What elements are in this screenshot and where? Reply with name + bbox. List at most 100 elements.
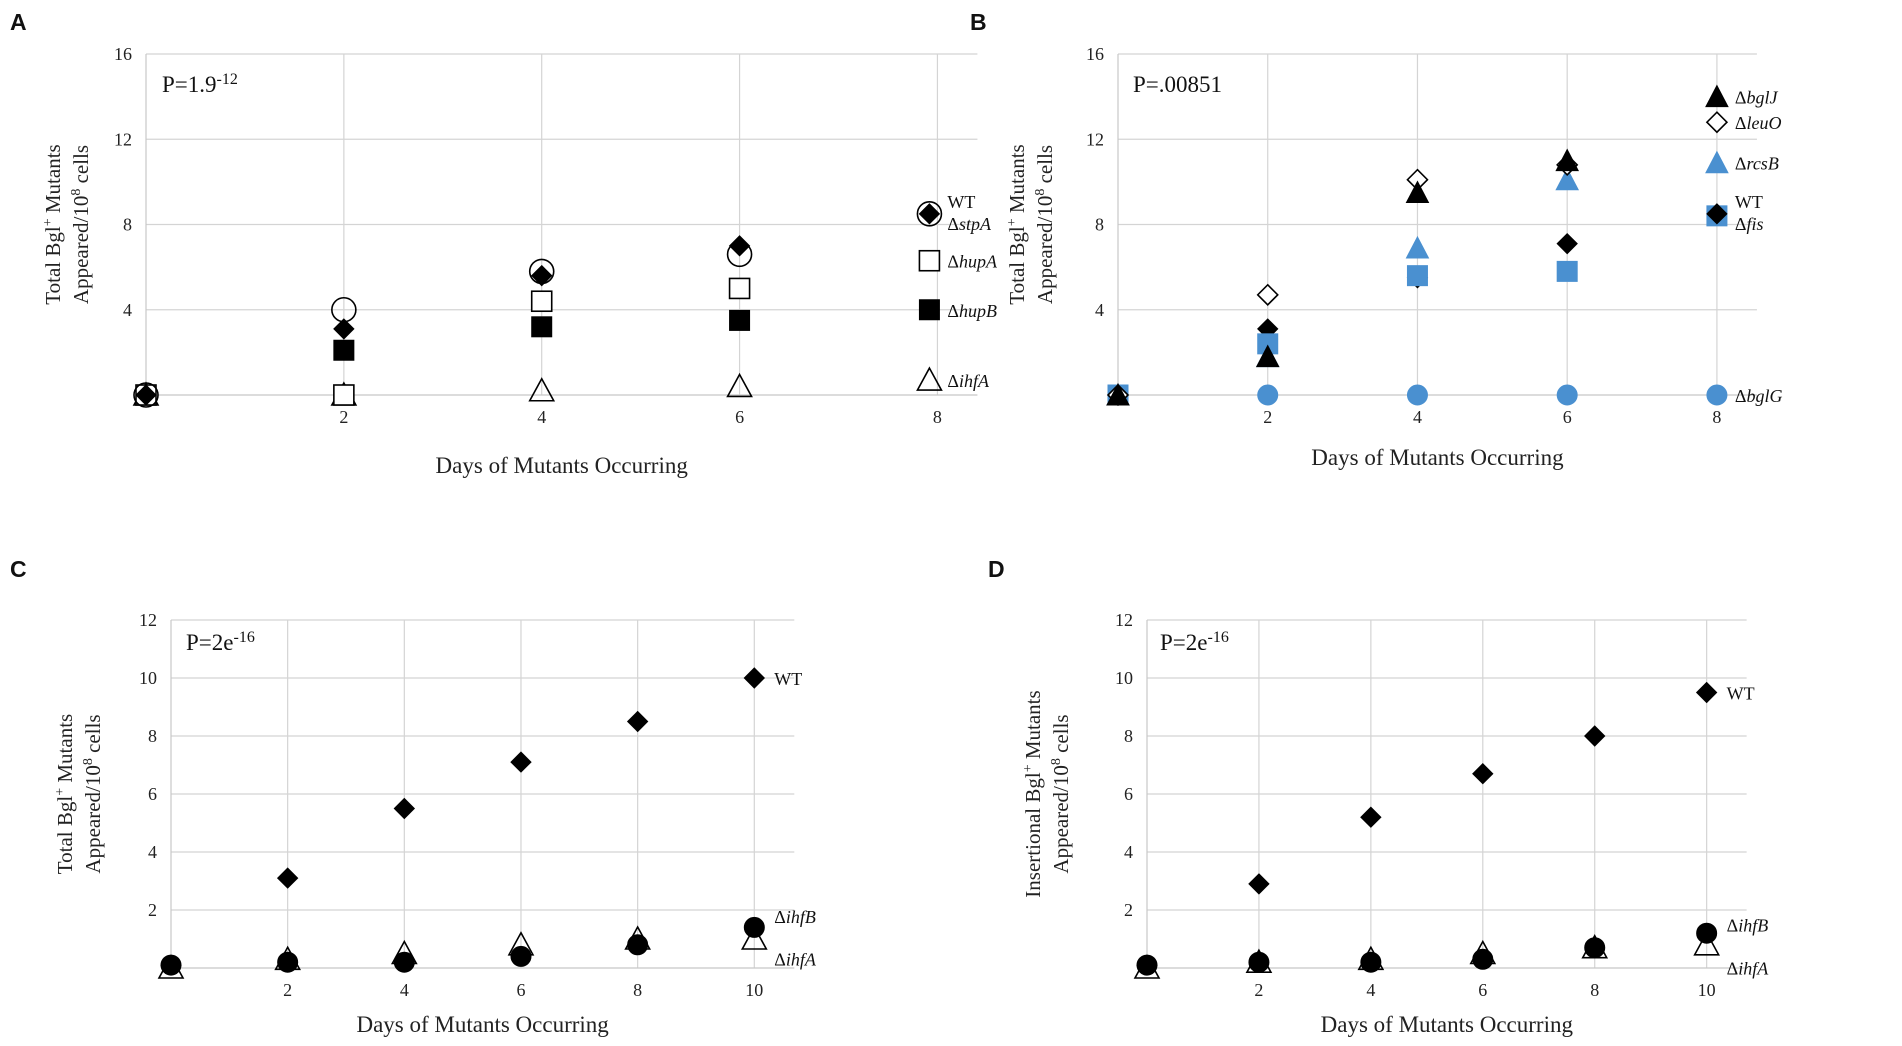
x-axis-title: Days of Mutants Occurring xyxy=(356,1012,609,1037)
x-axis-title: Days of Mutants Occurring xyxy=(1321,1012,1574,1037)
x-axis-title: Days of Mutants Occurring xyxy=(1311,445,1564,470)
x-tick-label: 2 xyxy=(1263,407,1272,427)
data-point xyxy=(1584,725,1606,747)
x-tick-label: 8 xyxy=(1590,980,1599,1000)
series-WT xyxy=(1107,232,1578,406)
data-point xyxy=(530,290,553,313)
legend-marker xyxy=(1705,150,1729,174)
panel-letter: A xyxy=(10,9,27,35)
legend-entry: ΔihfB xyxy=(1727,916,1769,936)
series-ΔihfB xyxy=(1136,922,1718,976)
data-point xyxy=(333,384,355,406)
legend-entry: ΔbglG xyxy=(1706,384,1783,406)
data-point xyxy=(626,710,649,733)
legend-marker xyxy=(1706,203,1728,225)
data-point xyxy=(1360,951,1382,973)
y-tick-label: 8 xyxy=(148,726,157,746)
x-tick-label: 8 xyxy=(633,980,642,1000)
series-ΔhupA xyxy=(135,277,751,406)
y-axis-title-line2: Appeared/108 cells xyxy=(69,145,93,304)
data-point xyxy=(160,954,182,976)
data-point xyxy=(627,934,649,956)
series-ΔihfB xyxy=(160,916,765,976)
legend-label: WT xyxy=(1735,192,1763,212)
series-Δfis xyxy=(1107,260,1578,406)
p-value: P=.00851 xyxy=(1133,72,1222,97)
y-axis-title-line1: Total Bgl+ Mutants xyxy=(53,714,77,874)
legend-entry: ΔbglJ xyxy=(1705,84,1779,108)
panel-letter: B xyxy=(970,9,987,35)
series-WT xyxy=(1136,681,1718,976)
y-axis-title-line1: Total Bgl+ Mutants xyxy=(1005,144,1029,304)
legend-label: ΔbglJ xyxy=(1735,88,1779,108)
legend-label: Δfis xyxy=(1735,214,1764,234)
legend-marker xyxy=(918,299,940,321)
x-tick-label: 4 xyxy=(400,980,409,1000)
legend-label: ΔrcsB xyxy=(1735,154,1779,174)
y-tick-label: 6 xyxy=(148,784,157,804)
legend-label: ΔbglG xyxy=(1735,386,1783,406)
legend-label: ΔstpA xyxy=(947,214,992,234)
x-tick-label: 8 xyxy=(933,407,942,427)
data-point xyxy=(1472,948,1494,970)
data-point xyxy=(528,377,556,402)
legend-label: WT xyxy=(947,192,975,212)
panel-a: A 4 8 12 16 2 4 6 8 P=1.9-12 Days of Mutants Occur… xyxy=(10,9,998,478)
data-point xyxy=(531,316,553,338)
y-tick-label: 2 xyxy=(148,900,157,920)
panel-c: C 2 4 6 8 10 12 2 4 6 8 10 P=2e-16 Days of Mutants Oc… xyxy=(10,556,817,1037)
y-axis-title-line2: Appeared/108 cells xyxy=(1033,145,1057,304)
y-tick-label: 12 xyxy=(1086,129,1104,149)
x-tick-label: 2 xyxy=(283,980,292,1000)
data-point xyxy=(333,318,355,340)
data-point xyxy=(531,264,553,287)
series-ΔihfA xyxy=(157,925,768,979)
data-point xyxy=(510,945,532,967)
panel-letter: C xyxy=(10,556,27,582)
data-point xyxy=(333,339,355,361)
data-point xyxy=(1405,180,1430,204)
y-tick-label: 16 xyxy=(114,44,132,64)
data-point xyxy=(1695,681,1718,704)
data-point xyxy=(1248,951,1270,973)
series-WT xyxy=(160,667,766,976)
legend-marker xyxy=(1705,84,1729,108)
legend-label: ΔhupB xyxy=(947,301,997,321)
y-axis-title-line2: Appeared/108 cells xyxy=(1049,714,1073,873)
data-point xyxy=(1556,384,1578,406)
legend-entry: ΔrcsB xyxy=(1705,150,1779,174)
panel-b: B 4 8 12 16 2 4 6 8 P=.00851 Days of Mutants Occur… xyxy=(970,9,1782,470)
legend-marker xyxy=(1706,384,1728,406)
x-tick-label: 10 xyxy=(1698,980,1716,1000)
y-axis-title-line1: Insertional Bgl+ Mutants xyxy=(1021,690,1045,897)
data-point xyxy=(1472,762,1494,785)
data-point xyxy=(1360,806,1382,828)
legend-marker xyxy=(916,201,943,227)
x-tick-label: 2 xyxy=(339,407,348,427)
series-ΔhupB xyxy=(135,309,751,406)
data-point xyxy=(726,372,753,398)
legend-entry: ΔihfB xyxy=(774,907,816,927)
series-ΔstpA xyxy=(135,235,751,406)
x-tick-label: 6 xyxy=(735,407,744,427)
panel-d: D 2 4 6 8 10 12 2 4 6 8 10 P=2e-16 Days of Mutants Oc… xyxy=(988,556,1769,1037)
legend-label: ΔihfA xyxy=(774,950,817,970)
panel-letter: D xyxy=(988,556,1005,582)
x-tick-label: 6 xyxy=(1478,980,1487,1000)
data-point xyxy=(728,277,751,300)
data-point xyxy=(1257,384,1279,406)
data-point xyxy=(133,382,159,408)
data-point xyxy=(1248,873,1270,895)
legend-marker xyxy=(916,366,943,391)
legend-entry: ΔhupB xyxy=(918,299,997,321)
x-tick-label: 8 xyxy=(1712,407,1721,427)
y-tick-label: 12 xyxy=(1115,610,1133,630)
y-tick-label: 6 xyxy=(1124,784,1133,804)
legend-entry: ΔleuO xyxy=(1705,111,1781,134)
data-point xyxy=(277,951,299,973)
legend-label: WT xyxy=(1727,684,1755,704)
series-ΔihfA xyxy=(1133,931,1720,979)
legend-entry: WT xyxy=(774,669,802,689)
legend-marker xyxy=(918,203,941,225)
